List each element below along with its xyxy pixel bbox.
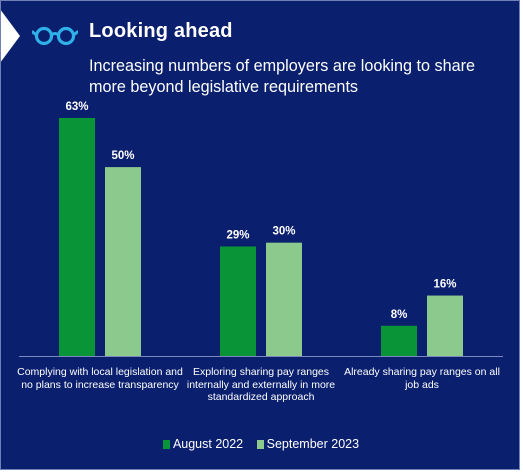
legend-item-august-2022: August 2022: [162, 437, 244, 451]
bar-september-2023-1: [105, 167, 141, 356]
chart-legend: August 2022 September 2023: [1, 437, 519, 451]
bar-august-2022-1: [59, 118, 95, 356]
category-label-exploring: Exploring sharing pay ranges internally …: [186, 366, 336, 403]
legend-swatch-september-2023: [256, 440, 264, 449]
legend-swatch-august-2022: [162, 440, 170, 449]
bar-september-2023-3: [427, 295, 463, 356]
bar-august-2022-3: [381, 325, 417, 356]
data-label-august-2022-2: 29%: [226, 229, 249, 241]
chart-subtitle: Increasing numbers of employers are look…: [89, 57, 476, 96]
data-label-august-2022-1: 63%: [65, 101, 88, 113]
data-label-september-2023-1: 50%: [111, 150, 134, 162]
data-label-september-2023-3: 16%: [433, 279, 456, 291]
legend-label-august-2022: August 2022: [172, 437, 244, 451]
legend-item-september-2023: September 2023: [256, 437, 360, 451]
legend-label-september-2023: September 2023: [266, 437, 360, 451]
bar-september-2023-2: [266, 242, 302, 356]
category-label-already-sharing: Already sharing pay ranges on all job ad…: [344, 366, 500, 391]
glasses-icon: [32, 26, 78, 46]
data-label-september-2023-2: 30%: [272, 226, 295, 238]
page-title: Looking ahead: [89, 20, 233, 42]
corner-arrow-icon: [1, 9, 20, 63]
data-label-august-2022-3: 8%: [391, 309, 408, 321]
bar-august-2022-2: [220, 246, 256, 356]
category-label-complying: Complying with local legislation and no …: [17, 366, 183, 391]
